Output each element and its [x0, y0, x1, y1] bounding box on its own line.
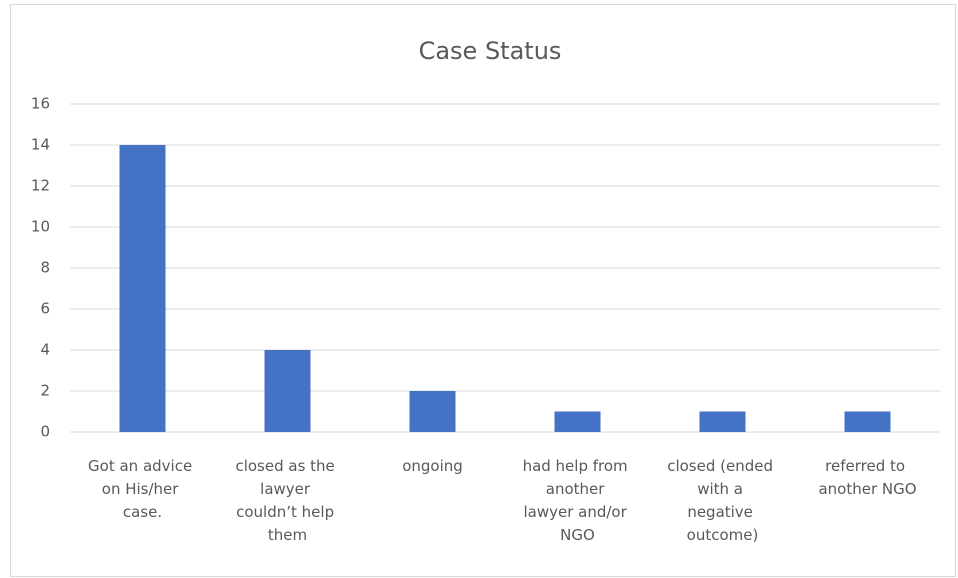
x-tick-label: ongoing: [402, 457, 463, 475]
x-tick-label: closed (ended with a negative outcome): [667, 457, 778, 544]
y-tick-label: 8: [40, 259, 50, 277]
chart-title: Case Status: [419, 37, 562, 65]
bar: [699, 411, 746, 432]
x-tick-label: Got an advice on His/her case.: [88, 457, 197, 521]
y-tick-label: 6: [40, 300, 50, 318]
bar: [844, 411, 891, 432]
x-tick-label: referred to another NGO: [818, 457, 916, 498]
bar: [264, 350, 311, 432]
y-tick-label: 2: [40, 382, 50, 400]
bar: [409, 391, 456, 432]
y-tick-label: 4: [40, 341, 50, 359]
x-tick-label: closed as the lawyer couldn’t help them: [235, 457, 339, 544]
y-tick-label: 14: [31, 136, 50, 154]
x-tick-label: had help from another lawyer and/or NGO: [523, 457, 633, 544]
y-tick-label: 12: [31, 177, 50, 195]
y-tick-label: 16: [31, 95, 50, 113]
y-tick-label: 0: [40, 423, 50, 441]
y-tick-label: 10: [31, 218, 50, 236]
bar: [554, 411, 601, 432]
bar: [119, 145, 166, 432]
chart-frame: [10, 4, 956, 577]
